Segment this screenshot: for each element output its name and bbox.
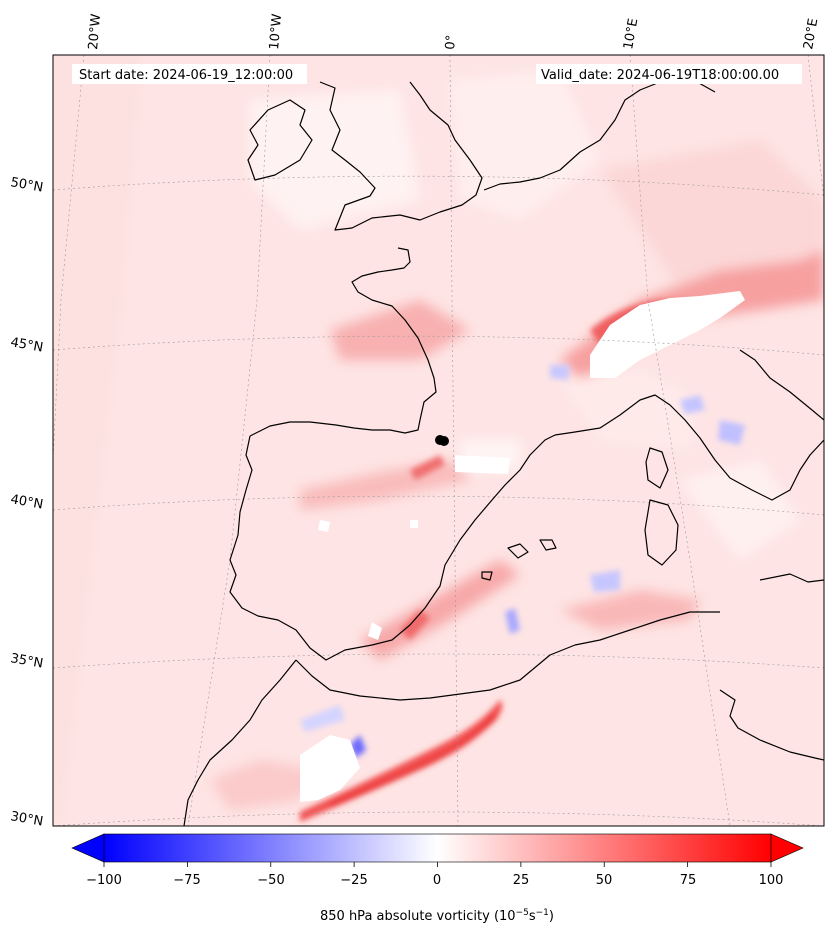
lat-label-40n: 40°N (9, 492, 44, 512)
lon-label-10e: 10°E (621, 17, 641, 50)
lat-label-45n: 45°N (9, 335, 44, 355)
lon-label-0: 0° (443, 34, 459, 50)
colorbar-tick-label: 0 (433, 873, 441, 888)
valid-date-box (536, 64, 802, 84)
lat-label-30n: 30°N (9, 809, 44, 829)
colorbar-tick-label: 50 (596, 873, 613, 888)
colorbar-tick-label: −25 (340, 873, 367, 888)
vorticity-field (53, 55, 824, 826)
valid-date-label: Valid_date: 2024-06-19T18:00:00.00 (541, 68, 779, 83)
graticule (53, 55, 824, 826)
colorbar-min-extend (71, 833, 105, 863)
lat-label-35n: 35°N (9, 651, 44, 671)
colorbar-tick-label: −50 (257, 873, 284, 888)
colorbar-max-extend (770, 833, 804, 863)
lon-label-20w: 20°W (86, 13, 104, 50)
colorbar-gradient (103, 833, 772, 863)
map-frame (52, 54, 825, 827)
location-marker-2 (439, 436, 449, 446)
colorbar-label: 850 hPa absolute vorticity (10−5s−1) (320, 908, 554, 924)
colorbar-tick-label: −100 (86, 873, 122, 888)
colorbar-tick-label: −75 (173, 873, 200, 888)
coastlines (183, 77, 824, 826)
lat-label-50n: 50°N (9, 175, 44, 195)
start-date-label: Start date: 2024-06-19_12:00:00 (79, 68, 293, 83)
lon-label-10w: 10°W (267, 13, 285, 50)
start-date-box (72, 64, 307, 84)
colorbar-tick-label: 100 (759, 873, 784, 888)
lon-label-20e: 20°E (801, 17, 821, 50)
colorbar-tick-label: 25 (513, 873, 530, 888)
colorbar-tick-label: 75 (680, 873, 697, 888)
colorbar-tick-marks (103, 862, 772, 867)
colorbar: −100 −75 −50 −25 0 25 50 75 100 850 hPa … (71, 833, 804, 924)
